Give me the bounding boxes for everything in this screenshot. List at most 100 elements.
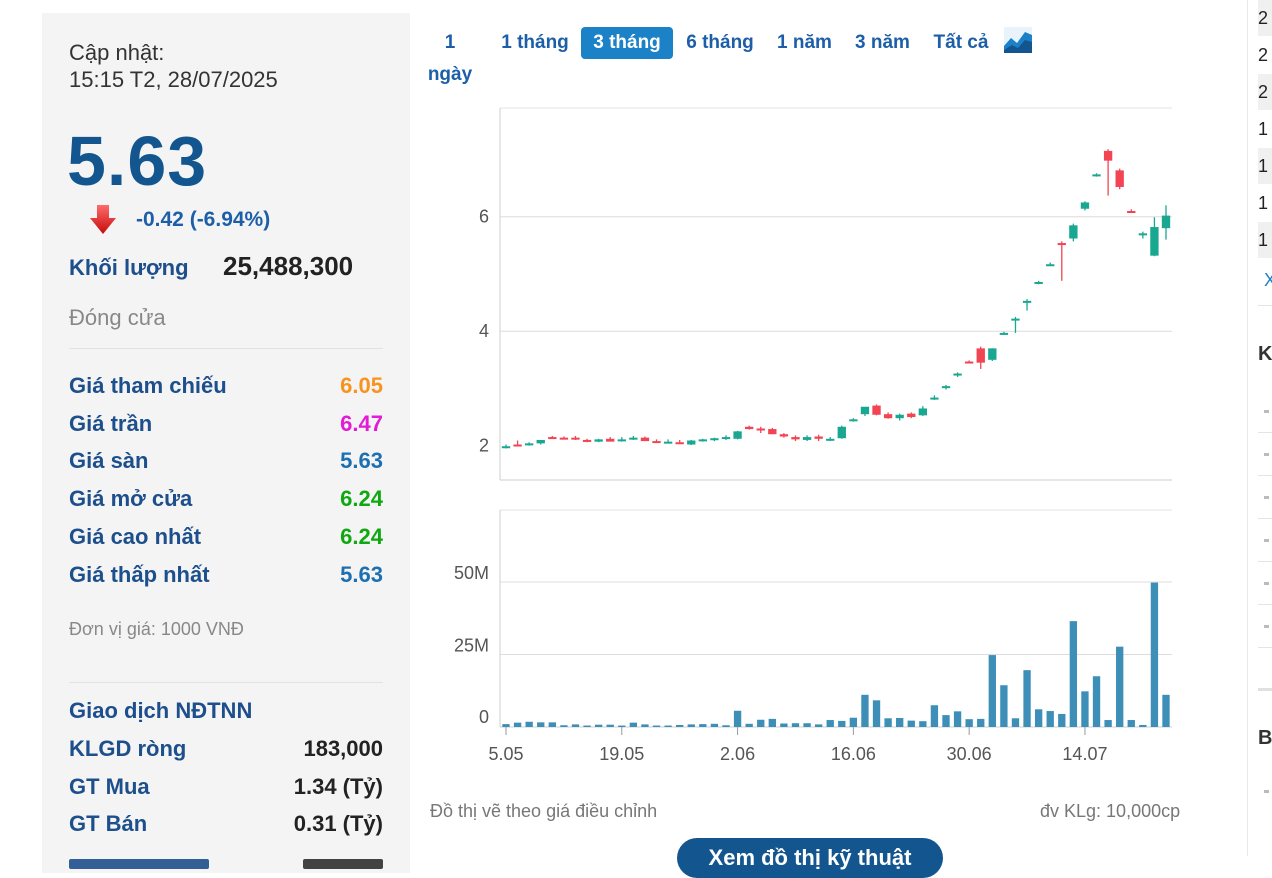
candle-body	[606, 438, 615, 442]
foreign-row-value: 183,000	[303, 736, 383, 761]
tab-5[interactable]: 3 năm	[855, 32, 910, 53]
bullet	[1264, 496, 1269, 499]
volume-bar	[525, 721, 533, 727]
candle-body	[1057, 243, 1066, 246]
volume-tick-label: 25M	[454, 636, 489, 656]
volume-bar	[745, 723, 753, 727]
foreign-row-label: KLGD ròng	[69, 736, 187, 761]
candle-body	[999, 332, 1009, 335]
tab-6[interactable]: Tất cả	[933, 32, 989, 53]
candle-body	[814, 436, 823, 439]
volume-bar	[1046, 711, 1054, 727]
candle-body	[907, 413, 916, 418]
tab-0[interactable]: 1 ngày	[427, 32, 473, 85]
candle-body	[1115, 170, 1124, 187]
volume-bar	[571, 724, 580, 727]
price-row-value: 6.24	[340, 486, 383, 512]
volume-bar	[1069, 621, 1078, 727]
candle-body	[1034, 281, 1043, 284]
y-tick-label: 2	[479, 436, 489, 456]
volume-bar	[629, 722, 638, 727]
price-change: -0.42 (-6.94%)	[136, 208, 271, 231]
tab-1[interactable]: 1 tháng	[501, 32, 569, 53]
volume-bar	[1139, 724, 1147, 727]
foreign-trading-title: Giao dịch NĐTNN	[69, 698, 253, 723]
candle-body	[594, 439, 603, 442]
tab-2[interactable]: 3 tháng	[581, 27, 673, 59]
bullet	[1264, 790, 1269, 793]
right-panel-row: 2	[1258, 74, 1272, 110]
volume-bar	[872, 700, 881, 727]
tab-3[interactable]: 6 tháng	[686, 32, 754, 53]
volume-bar	[652, 725, 661, 727]
candle-body	[524, 443, 534, 446]
right-panel-row: 2	[1258, 0, 1272, 36]
candle-body	[1046, 264, 1055, 267]
volume-bar	[1034, 709, 1043, 727]
right-panel-row: 1	[1258, 148, 1272, 184]
tab-4[interactable]: 1 năm	[777, 32, 832, 53]
candle-body	[501, 446, 511, 449]
volume-bar	[722, 725, 730, 727]
candle-body	[964, 361, 974, 364]
candle-body	[941, 386, 951, 389]
divider	[1258, 432, 1272, 433]
divider	[1258, 604, 1272, 605]
divider	[69, 682, 383, 683]
volume-bar	[838, 720, 846, 727]
x-tick-label: 5.05	[488, 744, 523, 764]
volume-bar	[1011, 718, 1020, 727]
volume-bar	[1058, 713, 1066, 727]
candle-body	[1103, 150, 1113, 161]
volume-bar	[1127, 720, 1135, 727]
volume-bar	[849, 717, 858, 727]
candle-body	[1092, 174, 1101, 177]
candle-body	[640, 437, 650, 442]
volume-bar	[826, 720, 834, 727]
candle-body	[710, 438, 719, 441]
divider	[69, 348, 383, 349]
right-panel-row: 1	[1258, 193, 1269, 213]
price-row-value: 6.47	[340, 410, 383, 436]
volume-bar	[965, 719, 973, 727]
volume-bar	[594, 724, 603, 727]
bullet	[1264, 625, 1269, 628]
divider	[1258, 475, 1272, 476]
price-row-value: 5.63	[340, 561, 383, 587]
x-tick-label: 2.06	[720, 744, 755, 764]
divider	[1258, 647, 1272, 648]
volume-value: 25,488,300	[223, 251, 354, 281]
volume-tick-label: 50M	[454, 563, 489, 583]
volume-bar	[664, 725, 672, 727]
bullet	[1264, 539, 1269, 542]
right-panel-link[interactable]: X	[1264, 270, 1272, 290]
volume-bar	[699, 724, 707, 727]
divider	[1258, 305, 1272, 306]
technical-chart-button[interactable]: Xem đồ thị kỹ thuật	[677, 838, 943, 878]
volume-bar	[1081, 691, 1089, 727]
price-row-value: 6.24	[340, 523, 383, 549]
right-panel-header-b: B	[1258, 727, 1272, 749]
volume-bar	[919, 721, 927, 727]
bullet	[1264, 410, 1269, 413]
candle-body	[976, 348, 985, 363]
volume-bar	[537, 722, 545, 727]
candle-body	[883, 414, 893, 419]
volume-bar	[942, 715, 950, 727]
chart-type-icon[interactable]	[1003, 26, 1033, 54]
x-tick-label: 30.06	[947, 744, 992, 764]
candle-body	[895, 414, 904, 419]
volume-bar	[1162, 694, 1170, 727]
price-row-label: Giá tham chiếu	[69, 373, 227, 398]
volume-bar	[861, 694, 869, 727]
candle-body	[536, 439, 545, 444]
down-arrow-icon	[88, 203, 118, 237]
candle-body	[733, 431, 742, 439]
volume-bar	[733, 710, 742, 727]
volume-bar	[803, 723, 811, 727]
candle-body	[918, 408, 928, 416]
market-status: Đóng cửa	[69, 305, 166, 330]
volume-bar	[780, 723, 788, 727]
candle-body	[768, 429, 777, 435]
candle-body	[779, 434, 789, 437]
